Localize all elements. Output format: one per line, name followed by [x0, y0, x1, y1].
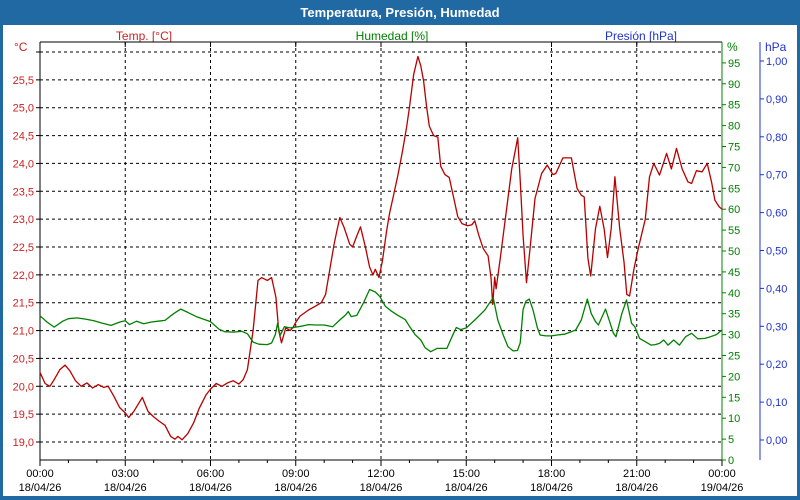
legend-temperature: Temp. [°C] — [115, 29, 173, 43]
window-title: Temperatura, Presión, Humedad — [0, 0, 800, 25]
legend-humidity: Humedad [%] — [355, 29, 429, 43]
humidity-axis-unit: % — [727, 40, 738, 54]
legend-pressure: Presión [hPa] — [604, 29, 678, 43]
chart-background — [3, 25, 797, 496]
pressure-axis-unit: hPa — [765, 40, 787, 54]
temp-axis-unit: °C — [14, 40, 28, 54]
